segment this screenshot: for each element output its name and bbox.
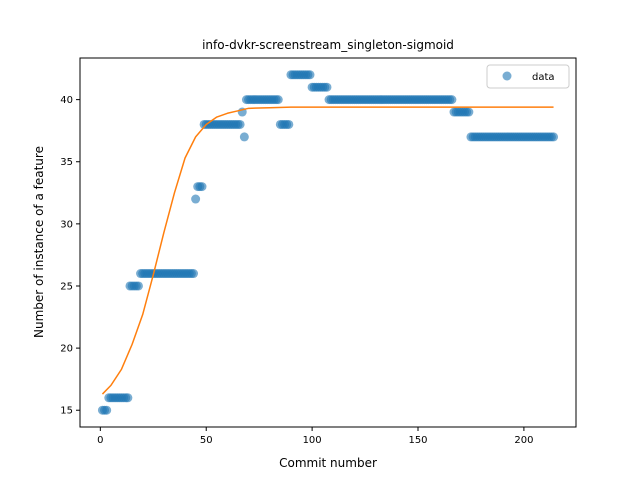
- x-tick-label: 0: [97, 435, 103, 446]
- y-tick-label: 40: [60, 95, 73, 106]
- y-tick-label: 25: [60, 281, 73, 292]
- data-point: [273, 95, 283, 105]
- data-point: [322, 82, 332, 92]
- y-tick-label: 30: [60, 219, 73, 230]
- x-axis-label: Commit number: [279, 456, 377, 470]
- chart-title: info-dvkr-screenstream_singleton-sigmoid: [202, 38, 454, 52]
- x-tick-label: 50: [200, 435, 213, 446]
- data-point: [305, 70, 315, 80]
- data-point: [239, 132, 249, 142]
- y-axis-label: Number of instance of a feature: [32, 146, 46, 338]
- data-point: [123, 393, 133, 403]
- legend-marker-data: [502, 71, 512, 81]
- data-point: [235, 119, 245, 129]
- y-axis: 15 20 25 30 35 40: [60, 95, 80, 417]
- data-point: [464, 107, 474, 117]
- y-tick-label: 35: [60, 157, 73, 168]
- legend: data: [486, 64, 570, 89]
- y-tick-label: 15: [60, 406, 73, 417]
- x-axis: 0 50 100 150 200: [97, 427, 533, 446]
- axes-frame: [79, 57, 577, 428]
- data-point: [191, 194, 201, 204]
- data-point: [189, 269, 199, 279]
- data-point: [133, 281, 143, 291]
- x-tick-label: 100: [303, 435, 322, 446]
- data-point: [447, 95, 457, 105]
- x-tick-label: 150: [408, 435, 427, 446]
- legend-box: [486, 64, 570, 89]
- data-point: [549, 132, 559, 142]
- data-point: [284, 119, 294, 129]
- x-tick-label: 200: [514, 435, 533, 446]
- data-point: [197, 182, 207, 192]
- sigmoid-fit-line: [101, 106, 554, 395]
- plot-area: [97, 70, 559, 415]
- y-tick-label: 20: [60, 344, 73, 355]
- data-point: [102, 405, 112, 415]
- legend-label-data: data: [532, 72, 555, 83]
